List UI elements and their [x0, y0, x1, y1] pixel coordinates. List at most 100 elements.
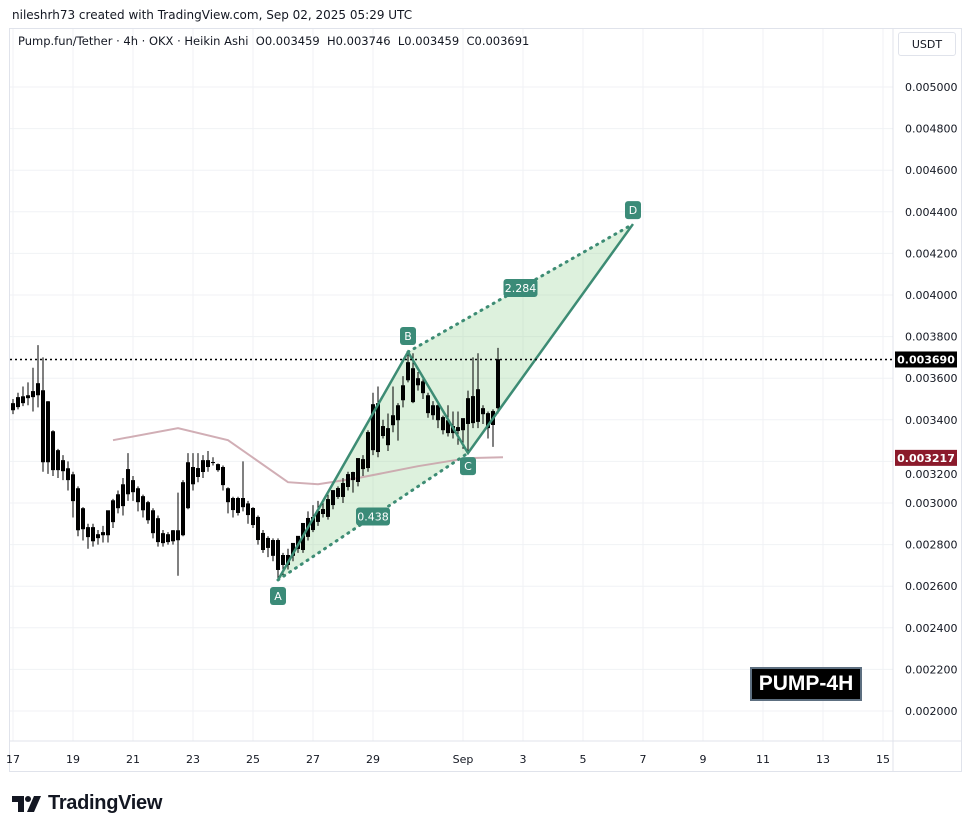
- candle-body: [471, 396, 475, 424]
- candle: [316, 500, 320, 526]
- candle-body: [131, 480, 135, 493]
- candle-body: [261, 532, 265, 551]
- candle-body: [311, 516, 315, 531]
- symbol-info: Pump.fun/Tether · 4h · OKX · Heikin Ashi: [18, 34, 249, 48]
- candle: [61, 455, 65, 481]
- x-axis-tick-label: 5: [580, 753, 587, 766]
- candle-body: [111, 500, 115, 523]
- candle-body: [36, 383, 40, 396]
- candle-body: [41, 390, 45, 463]
- candle-body: [366, 432, 370, 469]
- pattern-point-label-b: B: [400, 326, 416, 345]
- pattern-point-text: D: [629, 204, 637, 217]
- ratio-text: 2.284: [505, 282, 537, 295]
- candle-body: [341, 483, 345, 497]
- candle: [361, 455, 365, 476]
- ratio-text: 0.438: [357, 511, 389, 524]
- ratio-badge: [503, 279, 538, 298]
- candle: [196, 453, 200, 483]
- pattern-point-label-d: D: [625, 201, 641, 220]
- candle-body: [271, 540, 275, 556]
- candle-body: [411, 368, 415, 403]
- candle-body: [31, 391, 35, 398]
- candle: [206, 451, 210, 472]
- candle-body: [216, 464, 220, 471]
- candle: [236, 496, 240, 516]
- y-axis-tick-label: 0.004000: [905, 289, 958, 302]
- ohlc-close: C0.003691: [466, 34, 530, 48]
- candle: [136, 486, 140, 512]
- candle: [191, 453, 195, 491]
- candle-body: [331, 490, 335, 506]
- candle-body: [381, 426, 385, 437]
- tradingview-logo-icon: [12, 795, 41, 812]
- candle: [226, 487, 230, 514]
- candle: [346, 471, 350, 491]
- ratio-line-bd: [406, 222, 635, 354]
- candle-body: [126, 469, 130, 495]
- candle: [201, 455, 205, 479]
- candle-body: [336, 488, 340, 497]
- pump-4h-badge: PUMP-4H: [750, 667, 862, 701]
- candle-body: [121, 484, 125, 507]
- candle-body: [206, 460, 210, 468]
- candle-body: [326, 499, 330, 517]
- candle-body: [276, 540, 280, 570]
- candle: [26, 382, 30, 406]
- candle: [41, 357, 45, 472]
- candle: [406, 351, 410, 383]
- currency-button[interactable]: USDT: [898, 32, 956, 56]
- x-axis-tick-label: 17: [6, 753, 20, 766]
- candle-body: [16, 397, 20, 408]
- candle: [51, 430, 55, 476]
- pattern-point-text: C: [464, 460, 472, 473]
- y-axis-tick-label: 0.004800: [905, 123, 958, 136]
- candle: [426, 392, 430, 418]
- y-axis-tick-label: 0.002000: [905, 705, 958, 718]
- candle: [166, 532, 170, 545]
- candle: [21, 386, 25, 407]
- candle: [146, 500, 150, 524]
- candle-body: [421, 381, 425, 394]
- x-axis-tick-label: 19: [66, 753, 80, 766]
- candle-body: [441, 417, 445, 431]
- tradingview-logo[interactable]: TradingView: [12, 792, 162, 815]
- chart-credit: nileshrh73 created with TradingView.com,…: [12, 8, 413, 22]
- candle: [56, 448, 60, 479]
- candle: [121, 478, 125, 516]
- y-axis-tick-label: 0.004400: [905, 206, 958, 219]
- candle-body: [346, 474, 350, 487]
- candle-body: [81, 508, 85, 530]
- x-axis-tick-label: 29: [366, 753, 380, 766]
- candle: [91, 523, 95, 547]
- candle-body: [196, 468, 200, 477]
- candle-body: [226, 488, 230, 503]
- candle-body: [361, 459, 365, 470]
- candle: [156, 515, 160, 547]
- candle: [116, 490, 120, 514]
- candle-body: [21, 396, 25, 404]
- candle-body: [166, 534, 170, 543]
- candle: [366, 430, 370, 472]
- ma-price-label-box: [895, 449, 957, 466]
- candle: [171, 530, 175, 545]
- candle: [261, 530, 265, 553]
- ohlc-open: O0.003459: [255, 34, 320, 48]
- candle: [96, 530, 100, 545]
- candle: [471, 357, 475, 429]
- x-axis-tick-label: 13: [816, 753, 830, 766]
- y-axis-tick-label: 0.002200: [905, 663, 958, 676]
- candle: [271, 538, 275, 562]
- candle: [466, 390, 470, 454]
- candle-body: [431, 405, 435, 416]
- candle-body: [356, 458, 360, 482]
- tradingview-wordmark: TradingView: [48, 792, 163, 814]
- candle: [276, 538, 280, 580]
- y-axis-tick-label: 0.003800: [905, 331, 958, 344]
- candle-body: [256, 516, 260, 541]
- y-axis-tick-label: 0.003600: [905, 372, 958, 385]
- candle-body: [91, 527, 95, 542]
- candle: [356, 458, 360, 487]
- y-axis-tick-label: 0.002400: [905, 622, 958, 635]
